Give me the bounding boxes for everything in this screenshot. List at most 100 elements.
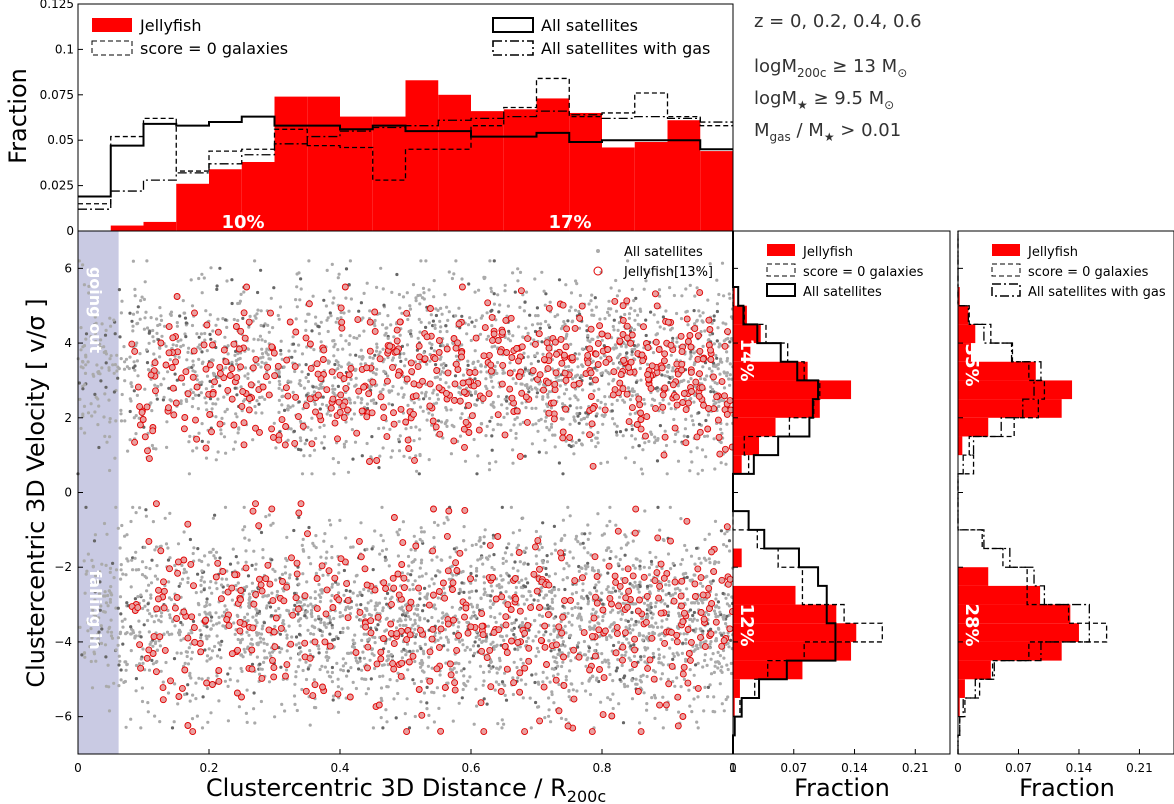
satellite-point — [463, 648, 467, 652]
satellite-point — [485, 702, 489, 706]
satellite-point — [715, 278, 719, 282]
satellite-point — [183, 332, 187, 336]
satellite-point — [411, 623, 415, 627]
satellite-point — [164, 660, 168, 665]
satellite-point — [204, 456, 209, 460]
satellite-point — [697, 411, 701, 415]
satellite-point — [299, 287, 303, 291]
satellite-point — [318, 425, 322, 429]
satellite-point — [596, 441, 600, 445]
satellite-point — [435, 375, 440, 379]
satellite-point — [634, 296, 638, 300]
satellite-point — [535, 562, 539, 566]
satellite-point — [308, 663, 312, 667]
satellite-point — [390, 595, 394, 599]
satellite-point — [720, 431, 724, 435]
satellite-point — [714, 593, 718, 597]
satellite-point — [372, 653, 376, 657]
satellite-point — [136, 321, 140, 325]
satellite-point — [695, 318, 699, 322]
satellite-point — [341, 664, 345, 668]
satellite-point — [330, 262, 334, 266]
satellite-point — [149, 316, 153, 320]
satellite-point — [518, 560, 522, 564]
satellite-point — [486, 334, 490, 338]
satellite-point — [558, 384, 562, 388]
satellite-point — [373, 608, 377, 612]
satellite-point — [359, 603, 363, 607]
satellite-point — [498, 303, 502, 307]
satellite-point — [332, 637, 336, 642]
satellite-point — [524, 326, 528, 330]
satellite-point — [117, 663, 121, 667]
satellite-point — [649, 310, 653, 314]
satellite-point — [422, 603, 426, 607]
satellite-point — [559, 327, 564, 331]
satellite-point — [169, 598, 173, 602]
satellite-point — [533, 680, 537, 685]
satellite-point — [120, 619, 124, 623]
satellite-point — [176, 542, 181, 546]
satellite-point — [183, 692, 187, 697]
satellite-point — [263, 339, 267, 343]
satellite-point — [100, 366, 104, 370]
satellite-point — [494, 620, 498, 624]
satellite-point — [722, 631, 726, 635]
satellite-point — [673, 684, 677, 688]
satellite-point — [262, 649, 266, 653]
satellite-point — [413, 641, 417, 645]
satellite-point — [559, 619, 563, 624]
satellite-point — [376, 623, 380, 627]
satellite-point — [322, 423, 326, 427]
satellite-point — [205, 349, 209, 353]
satellite-point — [672, 417, 676, 422]
satellite-point — [725, 350, 729, 354]
satellite-point — [108, 316, 112, 320]
satellite-point — [223, 679, 227, 683]
satellite-point — [106, 630, 110, 634]
satellite-point — [573, 308, 578, 312]
satellite-point — [452, 272, 456, 276]
satellite-point — [387, 389, 391, 393]
satellite-point — [547, 390, 552, 394]
satellite-point — [544, 319, 548, 324]
satellite-point — [530, 378, 534, 382]
satellite-point — [588, 591, 592, 595]
satellite-point — [469, 393, 473, 397]
satellite-point — [367, 589, 371, 593]
satellite-point — [325, 550, 329, 554]
satellite-point — [586, 551, 590, 555]
satellite-point — [322, 621, 326, 625]
satellite-point — [297, 343, 301, 347]
satellite-point — [191, 693, 195, 697]
satellite-point — [133, 634, 137, 638]
satellite-point — [271, 567, 275, 571]
satellite-point — [646, 603, 650, 607]
satellite-point — [616, 562, 620, 566]
satellite-point — [644, 648, 648, 652]
satellite-point — [224, 366, 228, 370]
satellite-point — [127, 366, 131, 371]
satellite-point — [650, 616, 654, 620]
satellite-point — [149, 640, 153, 644]
satellite-point — [610, 590, 614, 595]
satellite-point — [373, 529, 377, 533]
satellite-point — [512, 621, 517, 625]
satellite-point — [191, 390, 195, 395]
satellite-point — [137, 568, 141, 572]
satellite-point — [554, 656, 558, 660]
satellite-point — [571, 377, 575, 381]
satellite-point — [578, 624, 582, 629]
satellite-point — [693, 294, 697, 298]
satellite-point — [695, 546, 699, 550]
satellite-point — [726, 695, 730, 699]
satellite-point — [396, 392, 400, 396]
satellite-point — [344, 536, 348, 540]
satellite-point — [596, 398, 600, 403]
satellite-point — [473, 651, 477, 656]
satellite-point — [267, 330, 271, 334]
satellite-point — [309, 562, 313, 566]
satellite-point — [691, 423, 696, 427]
satellite-point — [441, 366, 446, 370]
satellite-point — [530, 673, 534, 677]
